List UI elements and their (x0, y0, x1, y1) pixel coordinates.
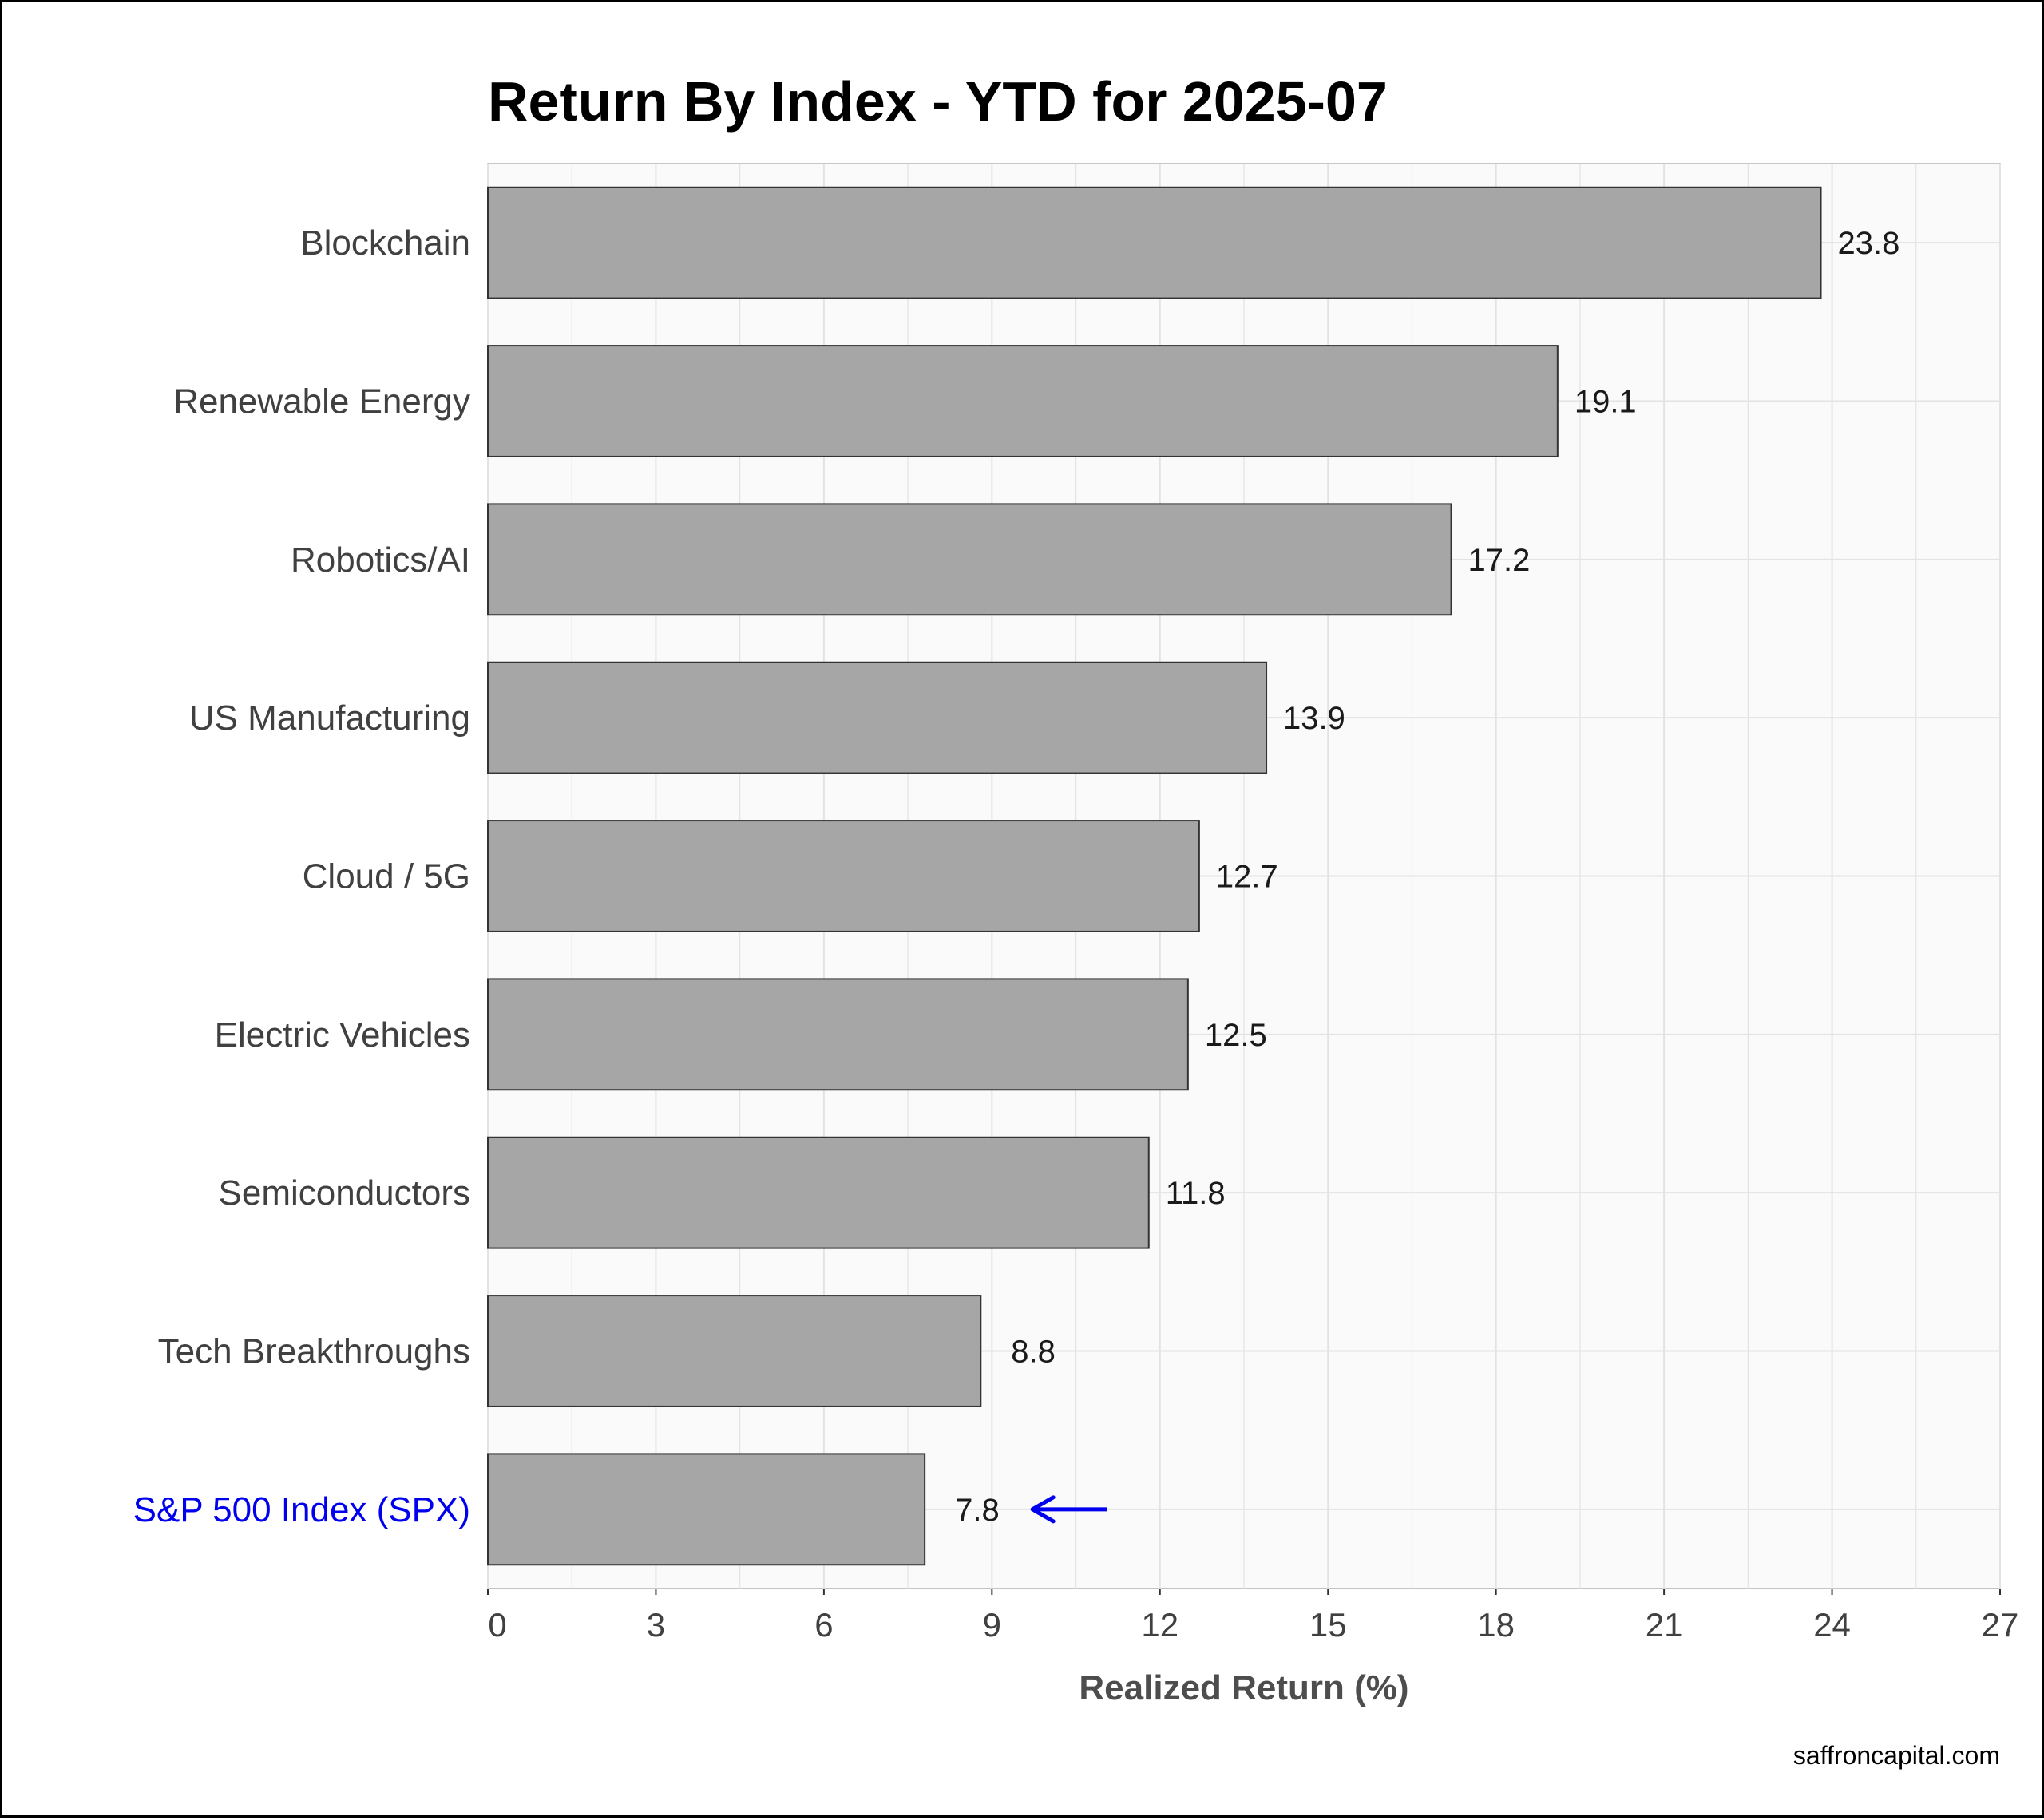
category-label-7: Tech Breakthroughs (158, 1332, 470, 1371)
category-label-4: Cloud / 5G (303, 857, 470, 896)
bar-8 (487, 1453, 926, 1566)
bar-2 (487, 503, 1452, 616)
source-credit: saffroncapital.com (1793, 1741, 2000, 1770)
x-tick-label-15: 15 (1309, 1606, 1347, 1644)
x-tick-label-18: 18 (1477, 1606, 1515, 1644)
bar-0 (487, 186, 1822, 299)
chart-title: Return By Index - YTD for 2025-07 (488, 70, 1388, 133)
bar-4 (487, 820, 1200, 932)
x-tick-label-27: 27 (1982, 1606, 2019, 1644)
value-label-6: 11.8 (1166, 1176, 1226, 1211)
bars (487, 186, 1822, 1566)
value-label-7: 8.8 (1011, 1335, 1056, 1370)
category-label-1: Renewable Energy (173, 382, 470, 421)
arrow-head-icon (1030, 1495, 1056, 1524)
value-label-4: 12.7 (1216, 860, 1278, 895)
bar-6 (487, 1136, 1150, 1249)
bar-7 (487, 1295, 982, 1407)
x-tick-label-12: 12 (1141, 1606, 1178, 1644)
category-label-3: US Manufacturing (189, 698, 470, 738)
value-label-3: 13.9 (1283, 701, 1345, 736)
value-label-1: 19.1 (1575, 385, 1637, 420)
category-labels: Blockchain Renewable Energy Robotics/AI US … (133, 224, 470, 1529)
category-label-6: Semiconductors (219, 1173, 470, 1213)
value-labels: 23.8 19.1 17.2 13.9 12.7 12.5 11.8 8.8 7.8 (955, 226, 1899, 1528)
x-tick-label-6: 6 (814, 1606, 833, 1644)
category-label-0: Blockchain (300, 224, 470, 263)
x-tick-label-0: 0 (488, 1606, 506, 1644)
highlight-marker (1030, 1495, 1107, 1524)
x-tick-label-24: 24 (1813, 1606, 1851, 1644)
value-label-2: 17.2 (1468, 543, 1531, 578)
category-label-8: S&P 500 Index (SPX) (133, 1490, 470, 1529)
x-tick-labels: 0 3 6 9 12 15 18 21 24 27 (487, 1589, 2019, 1644)
category-label-2: Robotics/AI (291, 540, 470, 580)
x-tick-label-3: 3 (647, 1606, 665, 1644)
category-label-5: Electric Vehicles (215, 1015, 470, 1054)
x-tick-label-21: 21 (1646, 1606, 1683, 1644)
value-label-0: 23.8 (1838, 226, 1900, 261)
x-tick-label-9: 9 (983, 1606, 1001, 1644)
bar-5 (487, 978, 1189, 1091)
x-axis-title: Realized Return (%) (1079, 1668, 1408, 1707)
bar-3 (487, 661, 1268, 774)
bar-1 (487, 345, 1559, 457)
value-label-5: 12.5 (1205, 1018, 1267, 1053)
value-label-8: 7.8 (955, 1493, 1000, 1528)
